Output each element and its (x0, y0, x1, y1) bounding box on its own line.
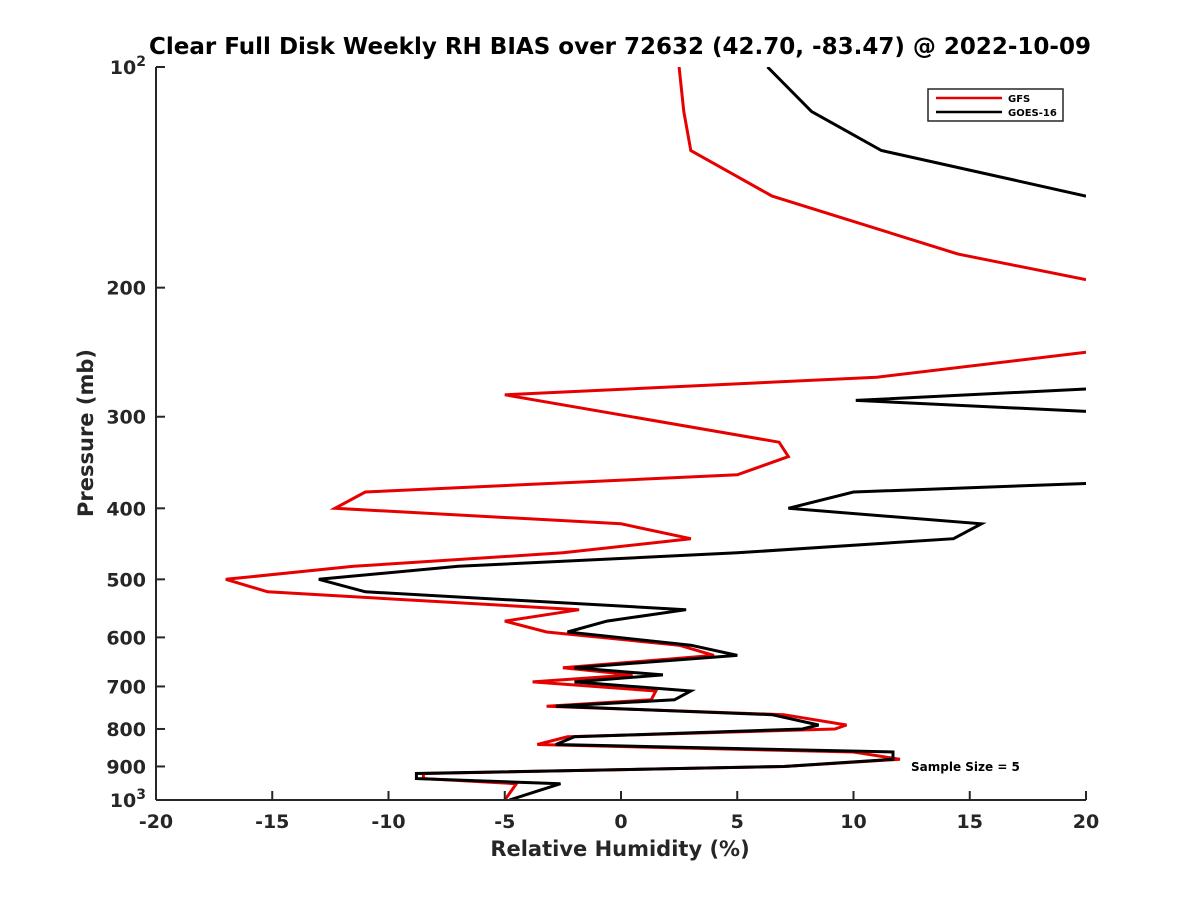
x-tick-label: 5 (731, 811, 744, 833)
y-tick-label: 600 (106, 627, 146, 649)
y-tick-label: 700 (106, 676, 146, 698)
x-tick-label: -10 (371, 811, 405, 833)
x-axis-label: Relative Humidity (%) (490, 837, 749, 861)
y-tick-label: 102 (110, 54, 146, 79)
chart-title: Clear Full Disk Weekly RH BIAS over 7263… (149, 34, 1091, 60)
x-axis: -20 -15 -10 -5 0 5 10 15 20 (139, 791, 1099, 833)
y-tick-label: 500 (106, 569, 146, 591)
legend-label: GOES-16 (1008, 108, 1057, 119)
sample-size-annotation: Sample Size = 5 (911, 760, 1020, 774)
x-tick-label: -15 (255, 811, 289, 833)
x-tick-label: 10 (840, 811, 866, 833)
y-tick-label: 200 (106, 278, 146, 300)
y-tick-label: 400 (106, 498, 146, 520)
y-tick-label: 800 (106, 719, 146, 741)
y-tick-label: 300 (106, 407, 146, 429)
y-tick-label: 103 (110, 787, 146, 812)
x-tick-label: -20 (139, 811, 173, 833)
x-tick-label: 15 (957, 811, 983, 833)
y-axis-label: Pressure (mb) (74, 349, 98, 517)
series-line-goes-16 (318, 67, 1086, 800)
x-tick-label: -5 (494, 811, 515, 833)
y-axis: 102 200 300 400 500 600 700 800 900 103 (106, 54, 165, 812)
x-tick-label: 0 (614, 811, 627, 833)
legend: GFS GOES-16 (927, 88, 1064, 122)
legend-label: GFS (1008, 94, 1030, 105)
legend-box (927, 88, 1064, 122)
y-tick-label: 900 (106, 756, 146, 778)
x-tick-label: 20 (1073, 811, 1099, 833)
plot-area (225, 67, 1086, 800)
